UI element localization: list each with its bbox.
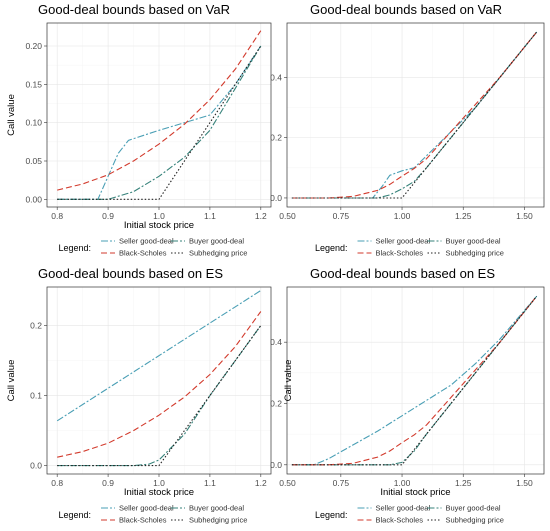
x-axis-title: Initial stock price <box>124 220 194 231</box>
series-line-black-scholes <box>57 311 262 458</box>
x-tick-label: 0.9 <box>102 478 114 488</box>
chart-panel-3: Good-deal bounds based on ES 0.8 0.9 1.0 1.1… <box>6 266 272 525</box>
x-tick-label: 0.9 <box>102 211 114 221</box>
chart-panel-1: Good-deal bounds based on VaR 0.8 0.9 1.0 1.… <box>6 2 272 258</box>
x-tick-label: 1.00 <box>394 478 411 488</box>
legend-label: Seller good-deal <box>119 504 174 513</box>
y-tick-label: 0.2 <box>270 398 282 408</box>
legend-label: Black-Scholes <box>376 516 424 525</box>
legend: Legend: Seller good-deal Buyer good-deal Bl… <box>315 237 504 258</box>
x-axis-title: Initial stock price <box>380 487 450 498</box>
y-tick-label: 0.00 <box>25 194 42 204</box>
y-tick-label: 0.05 <box>25 156 42 166</box>
y-tick-label: 0.1 <box>30 391 42 401</box>
legend: Legend: Seller good-deal Buyer good-deal Bl… <box>315 504 504 525</box>
plot-border <box>286 286 545 475</box>
legend-label: Subhedging price <box>446 249 504 258</box>
chart-title: Good-deal bounds based on VaR <box>310 2 502 17</box>
series-line-seller-good-deal <box>56 290 262 422</box>
legend-title: Legend: <box>315 243 348 253</box>
series-line-black-scholes <box>57 30 262 191</box>
legend-label: Buyer good-deal <box>446 237 501 246</box>
y-tick-label: 0.0 <box>270 193 282 203</box>
y-tick-label: 0.15 <box>25 79 42 89</box>
x-tick-label: 1.50 <box>516 211 533 221</box>
legend-label: Buyer good-deal <box>189 504 244 513</box>
x-tick-label: 1.1 <box>204 211 216 221</box>
chart-title: Good-deal bounds based on ES <box>310 266 495 281</box>
legend-label: Black-Scholes <box>119 249 167 258</box>
chart-panel-4: Good-deal bounds based on ES 0.50 0.75 1.00… <box>270 266 545 525</box>
x-tick-label: 0.75 <box>333 211 350 221</box>
legend-label: Black-Scholes <box>119 516 167 525</box>
y-tick-label: 0.20 <box>25 41 42 51</box>
series-line-subhedging-price <box>291 31 538 199</box>
y-tick-label: 0.2 <box>270 133 282 143</box>
x-tick-label: 1.50 <box>516 478 533 488</box>
y-tick-label: 0.2 <box>30 321 42 331</box>
x-tick-label: 1.25 <box>455 478 472 488</box>
x-axis-title: Initial stock price <box>124 487 194 498</box>
legend-label: Subhedging price <box>189 249 247 258</box>
legend-label: Buyer good-deal <box>446 504 501 513</box>
legend: Legend: Seller good-deal Buyer good-deal Bl… <box>58 237 247 258</box>
series-line-seller-good-deal <box>291 295 538 466</box>
x-tick-label: 0.8 <box>51 211 63 221</box>
chart-panel-2: Good-deal bounds based on VaR 0.50 0.75 1.0… <box>270 2 545 258</box>
x-tick-label: 1.25 <box>455 211 472 221</box>
x-tick-label: 1.1 <box>204 478 216 488</box>
y-tick-label: 0.10 <box>25 118 42 128</box>
legend-title: Legend: <box>58 243 91 253</box>
y-tick-label: 0.0 <box>30 461 42 471</box>
legend-label: Black-Scholes <box>376 249 424 258</box>
x-tick-label: 1.2 <box>255 478 267 488</box>
plot-border <box>286 22 545 208</box>
y-axis-title: Call value <box>6 360 17 402</box>
chart-title: Good-deal bounds based on ES <box>38 266 223 281</box>
legend-title: Legend: <box>315 510 348 520</box>
legend-label: Buyer good-deal <box>189 237 244 246</box>
series-line-subhedging-price <box>57 45 262 200</box>
x-tick-label: 1.2 <box>255 211 267 221</box>
legend-label: Seller good-deal <box>119 237 174 246</box>
y-axis-title: Call value <box>6 94 17 136</box>
x-tick-label: 1.0 <box>153 211 165 221</box>
legend: Legend: Seller good-deal Buyer good-deal Bl… <box>58 504 247 525</box>
legend-label: Subhedging price <box>446 516 504 525</box>
series-line-black-scholes <box>291 295 538 466</box>
plot-area <box>287 287 544 474</box>
chart-title: Good-deal bounds based on VaR <box>38 2 230 17</box>
series-line-buyer-good-deal <box>57 45 262 200</box>
x-tick-label: 0.8 <box>51 478 63 488</box>
x-tick-label: 0.50 <box>279 211 296 221</box>
y-tick-label: 0.0 <box>270 460 282 470</box>
y-tick-label: 0.4 <box>270 72 282 82</box>
x-tick-label: 1.00 <box>394 211 411 221</box>
x-tick-label: 0.75 <box>333 478 350 488</box>
series-line-seller-good-deal <box>291 31 538 199</box>
plot-area <box>287 23 544 207</box>
x-tick-label: 0.50 <box>279 478 296 488</box>
legend-label: Subhedging price <box>189 516 247 525</box>
legend-label: Seller good-deal <box>376 237 431 246</box>
x-tick-label: 1.0 <box>153 478 165 488</box>
legend-title: Legend: <box>58 510 91 520</box>
series-line-black-scholes <box>291 31 538 199</box>
legend-label: Seller good-deal <box>376 504 431 513</box>
y-axis-title: Call value <box>283 360 294 402</box>
y-tick-label: 0.4 <box>270 337 282 347</box>
series-line-subhedging-price <box>57 325 262 467</box>
